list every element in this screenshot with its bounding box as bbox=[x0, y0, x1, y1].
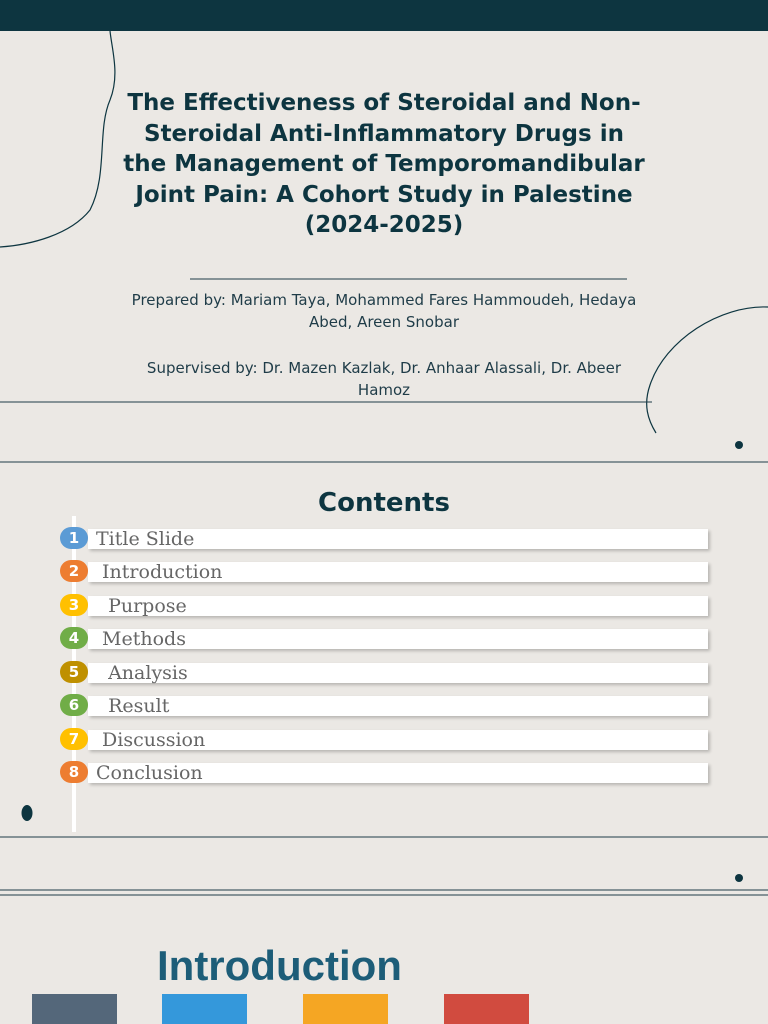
contents-item-analysis: 5 Analysis bbox=[60, 661, 712, 685]
slide-title: The Effectiveness of Steroidal and Non-S… bbox=[123, 90, 645, 238]
contents-heading: Contents bbox=[318, 488, 450, 518]
intro-block-3 bbox=[303, 994, 388, 1024]
slide3-dot bbox=[735, 874, 743, 882]
right-arc-decoration bbox=[646, 306, 768, 434]
number-badge: 5 bbox=[60, 661, 88, 683]
contents-item-label: Purpose bbox=[96, 595, 187, 617]
contents-item-label: Analysis bbox=[96, 662, 188, 684]
number-badge: 4 bbox=[60, 627, 88, 649]
slide1-dot bbox=[735, 441, 743, 449]
contents-item-label: Title Slide bbox=[96, 528, 195, 550]
number-badge: 3 bbox=[60, 594, 88, 616]
prepared-by-text: Prepared by: Mariam Taya, Mohammed Fares… bbox=[131, 291, 637, 331]
intro-block-2 bbox=[162, 994, 247, 1024]
number-badge: 6 bbox=[60, 694, 88, 716]
number-badge: 8 bbox=[60, 761, 88, 783]
supervised-by-text: Supervised by: Dr. Mazen Kazlak, Dr. Anh… bbox=[146, 359, 622, 399]
number-badge: 2 bbox=[60, 560, 88, 582]
contents-item-conclusion: 8 Conclusion bbox=[60, 761, 712, 785]
contents-item-bar bbox=[88, 596, 708, 616]
contents-item-bar bbox=[88, 763, 708, 783]
contents-item-purpose: 3 Purpose bbox=[60, 594, 712, 618]
number-badge: 1 bbox=[60, 527, 88, 549]
contents-item-introduction: 2 Introduction bbox=[60, 560, 712, 584]
contents-item-bar bbox=[88, 730, 708, 750]
number-badge: 7 bbox=[60, 728, 88, 750]
contents-item-label: Methods bbox=[96, 628, 186, 650]
contents-item-bar bbox=[88, 696, 708, 716]
contents-item-methods: 4 Methods bbox=[60, 627, 712, 651]
introduction-heading: Introduction bbox=[157, 942, 402, 989]
contents-item-bar bbox=[88, 629, 708, 649]
contents-item-label: Conclusion bbox=[96, 762, 203, 784]
top-left-arc-decoration bbox=[0, 30, 116, 248]
contents-item-title-slide: 1 Title Slide bbox=[60, 527, 712, 551]
top-header-bar bbox=[0, 0, 768, 31]
contents-item-label: Introduction bbox=[96, 561, 223, 583]
contents-item-discussion: 7 Discussion bbox=[60, 728, 712, 752]
contents-item-result: 6 Result bbox=[60, 694, 712, 718]
contents-item-bar bbox=[88, 562, 708, 582]
contents-item-bar bbox=[88, 529, 708, 549]
slide2-dot bbox=[21, 805, 33, 821]
contents-item-label: Discussion bbox=[96, 729, 206, 751]
intro-block-4 bbox=[444, 994, 529, 1024]
contents-item-label: Result bbox=[96, 695, 170, 717]
contents-item-bar bbox=[88, 663, 708, 683]
intro-block-1 bbox=[32, 994, 117, 1024]
